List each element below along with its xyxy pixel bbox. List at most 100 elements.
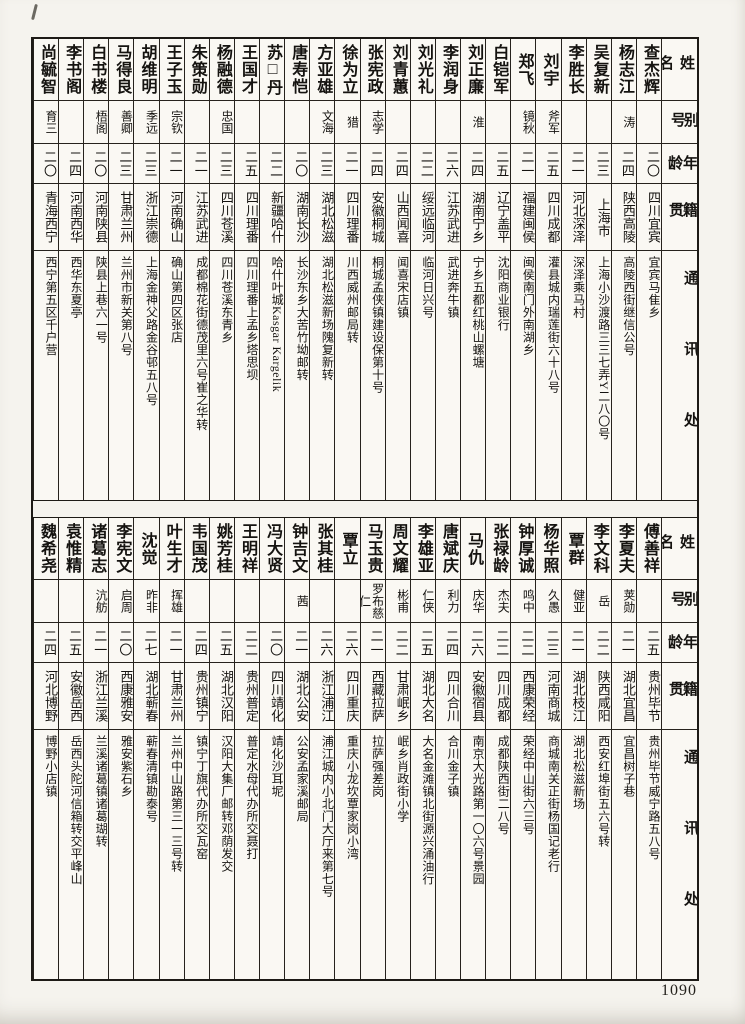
person-alias: 挥雄	[159, 580, 184, 623]
person-alias	[184, 580, 209, 623]
person-age: 二三	[109, 144, 134, 184]
person-alias	[486, 101, 511, 144]
person-native: 辽宁盖平	[486, 184, 511, 251]
person-native: 甘肃兰州	[109, 184, 134, 251]
person-column: 吴复新 二三 上海市 上海小沙渡路三三七弄Y二八〇号	[585, 39, 611, 500]
person-age: 二四	[385, 144, 410, 184]
person-native: 新疆哈什	[260, 184, 285, 251]
person-native: 四川宜宾	[636, 184, 661, 251]
person-age: 二〇	[636, 144, 661, 184]
person-name: 周文耀	[385, 518, 410, 580]
header-native: 籍贯	[662, 663, 697, 730]
person-name: 杨华照	[536, 518, 561, 580]
person-column: 沈觉 昨非 二七 湖北蕲春 蕲春清镇勘泰号	[133, 518, 159, 979]
person-native: 四川靖化	[260, 663, 285, 730]
person-column: 周文耀 彬甫 二二 甘肃岷乡 岷乡肖政街小学	[384, 518, 410, 979]
table-gap	[33, 501, 697, 517]
person-name: 姚芳桂	[209, 518, 234, 580]
person-age: 二四	[360, 144, 385, 184]
person-address: 商城南关正街杨国记老行	[546, 735, 561, 873]
person-native: 浙江兰溪	[84, 663, 109, 730]
person-alias: 久愚	[536, 580, 561, 623]
person-age: 二一	[511, 144, 536, 184]
person-name: 钟吉文	[285, 518, 310, 580]
person-age: 二一	[561, 623, 586, 663]
person-age: 二六	[335, 623, 360, 663]
person-address: 普定水母代办所交聂打	[245, 735, 259, 860]
person-name: 唐寿恺	[285, 39, 310, 101]
person-native: 山西闻喜	[385, 184, 410, 251]
person-native: 湖北蕲春	[134, 663, 159, 730]
person-age: 二五	[234, 144, 259, 184]
person-column: 马得良 善卿 二三 甘肃兰州 兰州市新关第八号	[108, 39, 134, 500]
person-column: 杨融德 忠国 二三 四川苍溪 四川苍溪东青乡	[208, 39, 234, 500]
person-native: 甘肃兰州	[159, 663, 184, 730]
person-name: 李书阁	[59, 39, 84, 101]
person-native: 河北博野	[33, 663, 58, 730]
person-name: 刘光礼	[410, 39, 435, 101]
person-address: 西华东夏亭	[69, 256, 84, 319]
person-native: 西藏拉萨	[360, 663, 385, 730]
person-address: 上海小沙渡路三三七弄Y二八〇号	[596, 256, 611, 441]
person-native: 绥远临河	[410, 184, 435, 251]
person-alias	[234, 101, 259, 144]
person-address: 重庆小龙坎覃家岗小湾	[345, 735, 360, 860]
person-address: 雅安紫石乡	[119, 735, 134, 798]
person-address: 深泽乘马村	[571, 256, 586, 319]
person-native: 贵州普定	[234, 663, 259, 730]
person-alias	[285, 101, 310, 144]
person-age: 二一	[159, 623, 184, 663]
person-name: 钟厚诚	[511, 518, 536, 580]
person-age: 二三	[134, 144, 159, 184]
person-native: 湖北松滋	[310, 184, 335, 251]
header-address: 通讯处	[682, 270, 697, 483]
person-name: 李润身	[435, 39, 460, 101]
person-alias	[234, 580, 259, 623]
person-name: 白铠军	[486, 39, 511, 101]
person-age: 二四	[33, 623, 58, 663]
person-age: 二六	[435, 144, 460, 184]
person-address: 荣经中山街六三号	[521, 735, 536, 835]
header-age: 年龄	[662, 623, 697, 663]
person-alias: 庆华	[461, 580, 486, 623]
person-alias: 启周	[109, 580, 134, 623]
person-age: 二一	[611, 623, 636, 663]
person-address: 四川苍溪东青乡	[219, 256, 234, 344]
person-age: 二六	[461, 623, 486, 663]
person-address: 浦江城内小北门大厅来第七号	[320, 735, 335, 898]
person-age: 二五	[410, 623, 435, 663]
person-column: 袁惟精 二五 安徽岳西 岳西头陀河信箱转交平峰山	[58, 518, 84, 979]
person-native: 四川合川	[435, 663, 460, 730]
header-alias: 别号	[662, 580, 697, 623]
header-name: 姓名	[662, 39, 697, 101]
person-address: 湖北松滋新场隗复新转	[320, 256, 335, 381]
person-column: 查杰辉 二〇 四川宜宾 宜宾马隹乡	[635, 39, 661, 500]
person-native: 西康荣经	[511, 663, 536, 730]
person-age: 二五	[636, 623, 661, 663]
person-address: 上海金神父路金谷邨五八号	[144, 256, 159, 406]
person-native: 陕西咸阳	[586, 663, 611, 730]
person-address: 贵州毕节威宁路五八号	[647, 735, 661, 860]
person-alias: 岳	[586, 580, 611, 623]
person-age: 二二	[234, 623, 259, 663]
person-age: 二三	[536, 623, 561, 663]
person-column: 姚芳桂 二五 湖北汉阳 汉阳大集厂邮转邓荫发交	[208, 518, 234, 979]
directory-table-top: 姓名 别号 年龄 籍贯 通讯处 查杰辉 二〇 四川宜宾 宜宾马隹乡 杨志江 涛 …	[32, 38, 698, 501]
person-alias	[310, 580, 335, 623]
person-address: 闻喜宋店镇	[395, 256, 410, 319]
person-alias	[184, 101, 209, 144]
person-address: 西宁第五区千户营	[44, 256, 58, 356]
person-name: 李胜长	[561, 39, 586, 101]
person-column: 李宪文 启周 二〇 西康雅安 雅安紫石乡	[108, 518, 134, 979]
person-column: 冯大贤 二〇 四川靖化 靖化沙耳坭	[259, 518, 285, 979]
person-column: 魏希尧 二四 河北博野 博野小店镇	[32, 518, 58, 979]
person-age: 二六	[310, 623, 335, 663]
person-name: 查杰辉	[636, 39, 661, 101]
person-age: 二〇	[260, 623, 285, 663]
person-column: 王明祥 二二 贵州普定 普定水母代办所交聂打	[233, 518, 259, 979]
person-age: 二五	[486, 144, 511, 184]
person-name: 诸葛志	[84, 518, 109, 580]
person-native: 湖北枝江	[561, 663, 586, 730]
person-column: 马玉贵 罗布慈仁 二一 西藏拉萨 拉萨强差岗	[359, 518, 385, 979]
